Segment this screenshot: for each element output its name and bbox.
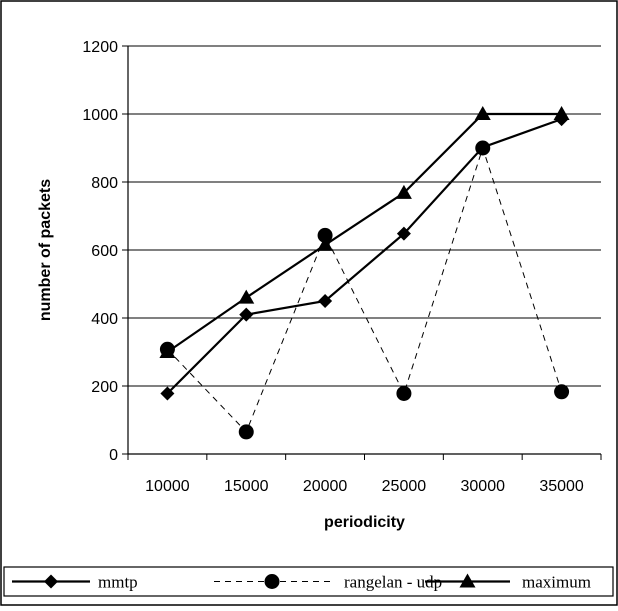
legend-label: rangelan - udp	[344, 573, 442, 592]
data-point	[475, 140, 491, 156]
data-point	[238, 424, 254, 440]
y-tick-label: 400	[91, 311, 118, 328]
x-tick-label: 25000	[382, 478, 427, 495]
gridlines	[128, 45, 601, 387]
data-point	[159, 344, 176, 358]
series-line	[166, 112, 562, 353]
data-point	[317, 236, 334, 251]
data-point	[395, 184, 412, 199]
legend-marker	[459, 573, 476, 588]
data-point	[396, 226, 411, 241]
legend-label: mmtp	[98, 573, 138, 592]
axis-labels: periodicity number of packets	[37, 179, 405, 531]
legend-label: maximum	[522, 573, 591, 592]
x-axis-title: periodicity	[324, 514, 405, 531]
x-tick-label: 30000	[461, 478, 506, 495]
y-tick-label: 1200	[82, 39, 118, 56]
legend-marker	[264, 574, 280, 589]
data-point	[396, 385, 412, 401]
data-point	[239, 307, 254, 322]
series-line	[167, 146, 563, 433]
y-tick-label: 200	[91, 379, 118, 396]
data-point	[317, 227, 333, 243]
legend-marker	[44, 574, 58, 589]
x-tick-label: 15000	[224, 478, 269, 495]
x-tick-label: 35000	[539, 478, 584, 495]
legend-box	[3, 566, 614, 597]
series	[159, 106, 570, 440]
data-point	[238, 289, 255, 304]
legend: mmtp rangelan - udp maximum	[3, 566, 614, 597]
axes: 0 200 400 600 800 1000 1200 10000 15000 20000 2500…	[82, 39, 602, 495]
data-point	[318, 294, 333, 308]
y-tick-label: 0	[109, 447, 118, 464]
x-tick-label: 10000	[145, 478, 190, 495]
y-tick-label: 800	[91, 175, 118, 192]
y-tick-label: 1000	[82, 107, 118, 124]
series-line	[166, 118, 562, 395]
y-tick-label: 600	[91, 243, 118, 260]
x-tick-label: 20000	[303, 478, 348, 495]
y-axis-title: number of packets	[37, 179, 54, 321]
data-point	[474, 106, 491, 120]
data-point	[160, 386, 175, 401]
data-point	[554, 384, 570, 400]
data-point	[553, 106, 570, 120]
